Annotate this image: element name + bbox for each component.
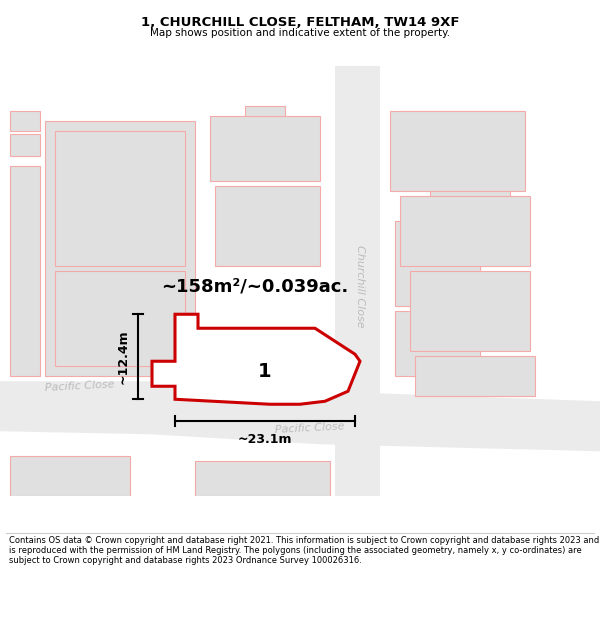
- Polygon shape: [210, 116, 320, 181]
- Text: ~158m²/~0.039ac.: ~158m²/~0.039ac.: [161, 278, 349, 295]
- Text: 1, CHURCHILL CLOSE, FELTHAM, TW14 9XF: 1, CHURCHILL CLOSE, FELTHAM, TW14 9XF: [141, 16, 459, 29]
- Polygon shape: [215, 186, 320, 266]
- Polygon shape: [195, 461, 330, 496]
- Text: 1: 1: [258, 362, 272, 381]
- Polygon shape: [10, 166, 40, 376]
- Polygon shape: [45, 121, 195, 376]
- Polygon shape: [55, 271, 185, 366]
- Polygon shape: [400, 196, 530, 266]
- Polygon shape: [395, 311, 480, 376]
- Polygon shape: [10, 134, 40, 156]
- Text: Pacific Close: Pacific Close: [45, 379, 115, 393]
- Polygon shape: [430, 186, 510, 216]
- Polygon shape: [400, 111, 520, 186]
- Polygon shape: [395, 221, 480, 306]
- Text: ~12.4m: ~12.4m: [117, 329, 130, 384]
- Polygon shape: [390, 111, 525, 191]
- Polygon shape: [152, 314, 360, 404]
- Text: Contains OS data © Crown copyright and database right 2021. This information is : Contains OS data © Crown copyright and d…: [9, 536, 599, 566]
- Polygon shape: [410, 271, 530, 351]
- Polygon shape: [55, 131, 185, 266]
- Text: Map shows position and indicative extent of the property.: Map shows position and indicative extent…: [150, 28, 450, 38]
- Polygon shape: [0, 381, 600, 451]
- Polygon shape: [10, 111, 40, 131]
- Text: Churchill Close: Churchill Close: [355, 245, 365, 328]
- Polygon shape: [245, 106, 285, 116]
- Polygon shape: [10, 456, 130, 496]
- Text: ~23.1m: ~23.1m: [238, 433, 292, 446]
- Text: Pacific Close: Pacific Close: [275, 421, 345, 435]
- Polygon shape: [335, 66, 380, 496]
- Polygon shape: [415, 356, 535, 396]
